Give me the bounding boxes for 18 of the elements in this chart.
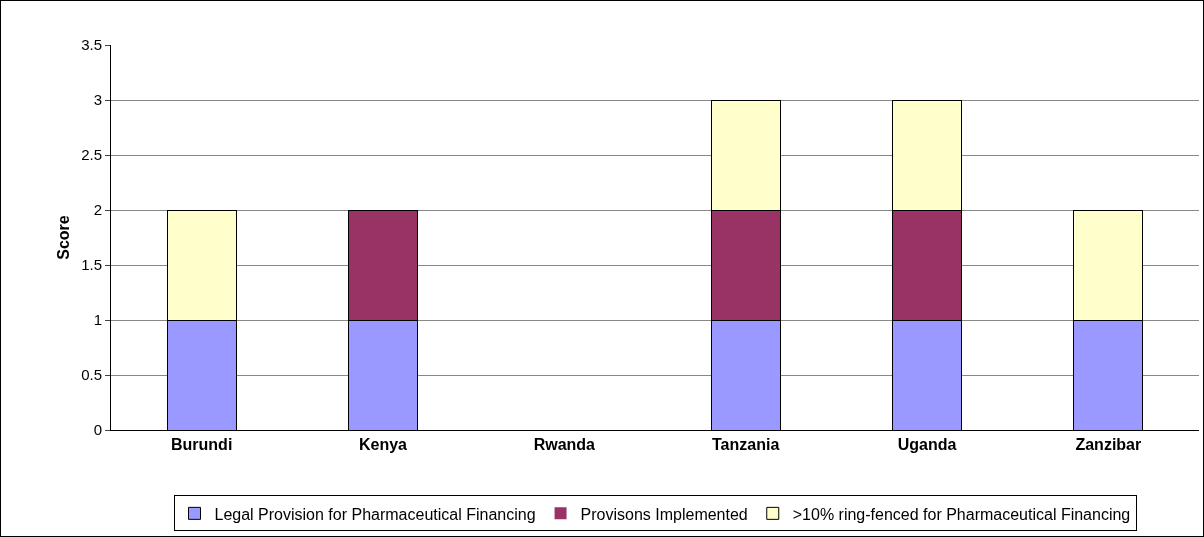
y-tick-label: 0 [93, 421, 102, 439]
y-tick-label: 2 [93, 201, 102, 219]
x-tick-label: Kenya [358, 436, 408, 454]
x-tick-label: Burundi [171, 436, 233, 454]
legend-label: Legal Provision for Pharmaceutical Financing [214, 505, 536, 523]
x-tick-label: Zanzibar [1075, 436, 1142, 454]
y-axis-title: Score [55, 215, 72, 260]
y-tick-label: 3.5 [81, 36, 102, 54]
x-tick-label: Tanzania [712, 436, 780, 454]
x-tick-label: Uganda [897, 436, 957, 454]
legend-label: >10% ring-fenced for Pharmaceutical Financing [792, 505, 1131, 523]
y-tick-label: 1 [93, 311, 102, 329]
y-tick-label: 2.5 [81, 146, 102, 164]
x-tick-label: Rwanda [533, 436, 596, 454]
y-tick-label: 0.5 [81, 366, 102, 384]
legend-label: Provisons Implemented [580, 505, 748, 523]
y-tick-label: 3 [93, 91, 102, 109]
y-tick-label: 1.5 [81, 256, 102, 274]
